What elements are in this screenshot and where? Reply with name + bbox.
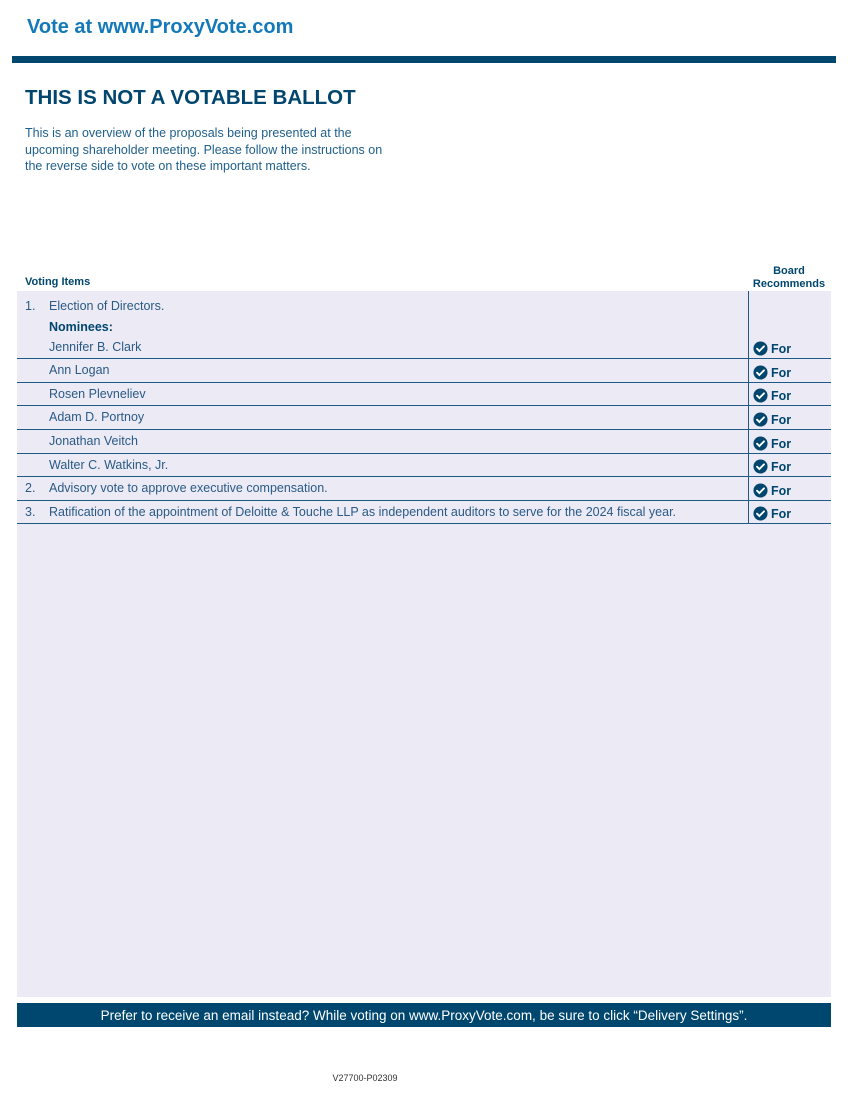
board-recommendation: For: [753, 365, 791, 380]
voting-item-row: Rosen Plevneliev For: [17, 383, 831, 406]
check-circle-icon: [753, 388, 771, 403]
board-recommendation: For: [753, 506, 791, 521]
item-text: Rosen Plevneliev: [49, 387, 146, 401]
delivery-settings-banner: Prefer to receive an email instead? Whil…: [17, 1003, 831, 1027]
recommendation-label: For: [771, 436, 792, 451]
column-divider: [748, 291, 749, 524]
header-divider: [12, 56, 836, 63]
item-text: Election of Directors.: [49, 299, 165, 313]
board-recommendation: For: [753, 388, 791, 403]
recommendation-label: For: [771, 459, 792, 474]
check-circle-icon: [753, 436, 771, 451]
page-title: THIS IS NOT A VOTABLE BALLOT: [25, 86, 356, 109]
item-text: Jonathan Veitch: [49, 434, 138, 448]
recommendation-label: For: [771, 412, 792, 427]
item-number: 3.: [25, 505, 36, 519]
document-code: V27700-P02309: [332, 1073, 398, 1083]
recommendation-label: For: [771, 388, 792, 403]
recommendation-label: For: [771, 483, 792, 498]
voting-item-row: 2. Advisory vote to approve executive com…: [17, 477, 831, 501]
item-text: Advisory vote to approve executive compe…: [49, 481, 328, 495]
voting-item-row: Walter C. Watkins, Jr. For: [17, 454, 831, 477]
item-number: 1.: [25, 299, 36, 313]
item-text: Ann Logan: [49, 363, 110, 377]
voting-item-row: 1. Election of Directors. Nominees: Jennife…: [17, 291, 831, 359]
check-circle-icon: [753, 506, 771, 521]
check-circle-icon: [753, 412, 771, 427]
board-recommendation: For: [753, 341, 791, 356]
voting-item-row: Adam D. Portnoy For: [17, 406, 831, 430]
check-circle-icon: [753, 341, 771, 356]
intro-line: upcoming shareholder meeting. Please fol…: [25, 142, 383, 157]
voting-items-panel: 1. Election of Directors. Nominees: Jennife…: [17, 291, 831, 997]
board-recommends-line: Board: [773, 265, 805, 277]
voting-item-row: Ann Logan For: [17, 359, 831, 383]
board-recommendation: For: [753, 412, 791, 427]
intro-line: This is an overview of the proposals bei…: [25, 126, 352, 140]
vote-at-header: Vote at www.ProxyVote.com: [27, 16, 294, 38]
check-circle-icon: [753, 365, 771, 380]
board-recommends-line: Recommends: [752, 278, 826, 290]
nominees-label: Nominees:: [49, 320, 113, 334]
check-circle-icon: [753, 483, 771, 498]
board-recommendation: For: [753, 436, 791, 451]
intro-text: This is an overview of the proposals bei…: [25, 125, 425, 175]
intro-line: the reverse side to vote on these import…: [25, 159, 311, 173]
item-text: Walter C. Watkins, Jr.: [49, 458, 169, 472]
item-text: Adam D. Portnoy: [49, 410, 145, 424]
nominee-name: Jennifer B. Clark: [49, 340, 142, 354]
recommendation-label: For: [771, 341, 792, 356]
voting-item-row: 3. Ratification of the appointment of Del…: [17, 501, 831, 524]
item-text: Ratification of the appointment of Deloi…: [49, 505, 677, 519]
voting-items-header: Voting Items: [25, 276, 91, 288]
board-recommendation: For: [753, 483, 791, 498]
check-circle-icon: [753, 459, 771, 474]
board-recommendation: For: [753, 459, 791, 474]
recommendation-label: For: [771, 506, 792, 521]
board-recommends-header: Board Recommends: [748, 265, 830, 291]
item-number: 2.: [25, 481, 36, 495]
voting-item-row: Jonathan Veitch For: [17, 430, 831, 454]
recommendation-label: For: [771, 365, 792, 380]
